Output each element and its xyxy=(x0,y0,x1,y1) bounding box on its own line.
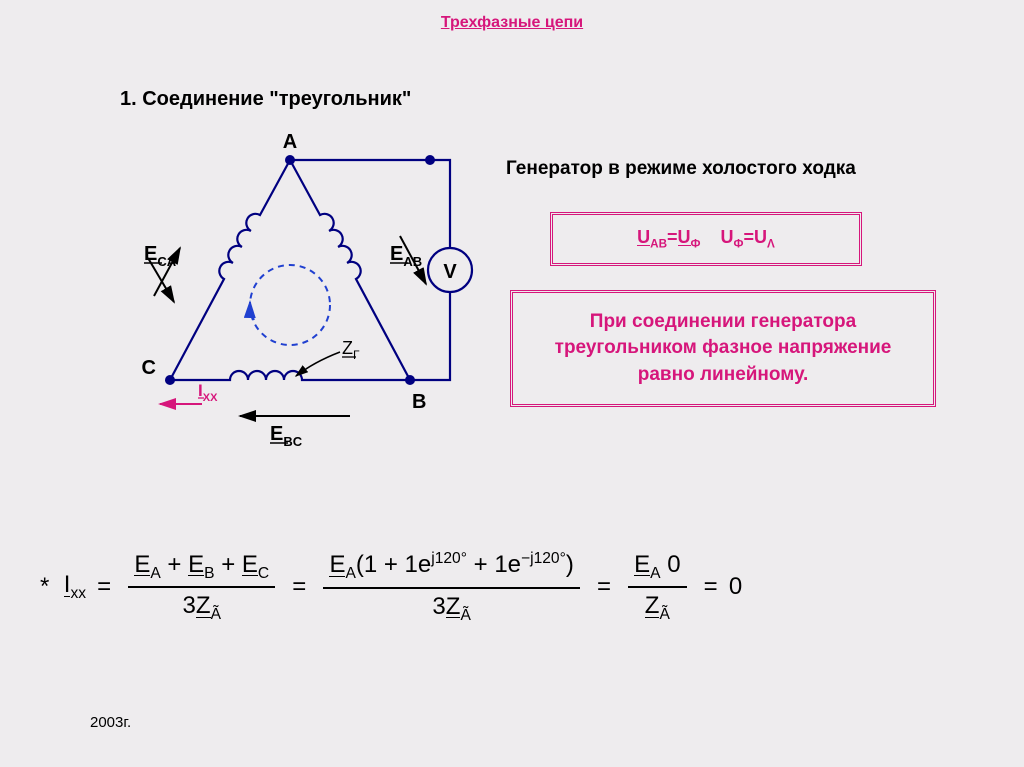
ixx-lhs: Ixx xyxy=(64,571,86,603)
frac-1: EA + EB + EC 3ZÃ xyxy=(128,551,275,625)
ixx-label: IXX xyxy=(198,381,218,404)
generator-heading: Генератор в режиме холостого ходка xyxy=(490,158,930,180)
frac-3: EA 0 ZÃ xyxy=(628,551,686,625)
vertex-a-label: А xyxy=(283,131,297,153)
formula-text: UАВ=UФ UФ=UΛ xyxy=(637,227,775,247)
section-heading: 1. Соединение "треугольник" xyxy=(120,88,411,111)
eq-rhs: 0 xyxy=(729,573,742,601)
zg-label: ZГ xyxy=(342,338,360,362)
statement-text: При соединении генератора треугольником … xyxy=(555,311,892,385)
equation-row: * Ixx = EA + EB + EC 3ZÃ = EA(1 + 1ej120… xyxy=(40,550,990,650)
statement-box: При соединении генератора треугольником … xyxy=(510,290,936,408)
circuit-diagram: V А С В ECA EAB EBC ZГ IXX xyxy=(90,130,490,470)
year-label: 2003г. xyxy=(90,714,131,731)
formula-box: UАВ=UФ UФ=UΛ xyxy=(550,212,862,266)
vertex-c-label: С xyxy=(142,357,156,379)
voltmeter-label: V xyxy=(443,261,457,283)
vertex-b-label: В xyxy=(412,391,426,413)
e-bc-label: EBC xyxy=(270,423,303,449)
title-link[interactable]: Трехфазные цепи xyxy=(441,14,583,32)
frac-2: EA(1 + 1ej120° + 1e−j120°) 3ZÃ xyxy=(323,550,579,625)
asterisk: * xyxy=(40,573,49,601)
right-column: Генератор в режиме холостого ходка UАВ=U… xyxy=(490,158,930,407)
